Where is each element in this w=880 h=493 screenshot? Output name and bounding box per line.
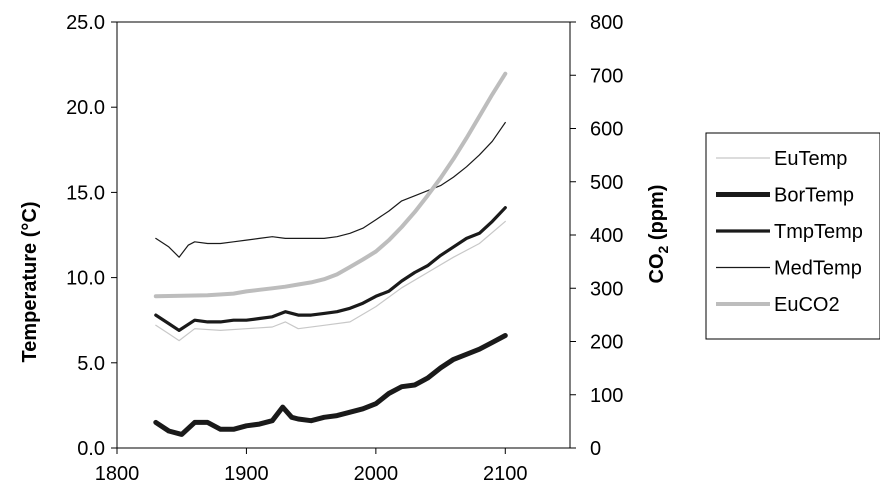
y-axis-title: Temperature (°C) [19, 202, 41, 363]
y-tick-label: 5.0 [77, 353, 105, 375]
y2-tick-label: 600 [590, 119, 623, 141]
y2-tick-label: 100 [590, 385, 623, 407]
x-tick-label: 2100 [483, 463, 528, 485]
legend-label: BorTemp [774, 185, 854, 207]
left-y-axis: 0.0 5.0 10.0 15.0 20.0 25.0 [66, 12, 117, 460]
legend-label: TmpTemp [774, 221, 863, 243]
y2-axis-title: CO2 (ppm) [646, 185, 671, 284]
series-line-euco2 [153, 71, 508, 299]
y2-tick-label: 500 [590, 172, 623, 194]
legend-label: EuCO2 [774, 294, 840, 316]
y-tick-label: 15.0 [66, 182, 105, 204]
y2-axis-title-subscript: 2 [655, 245, 671, 253]
legend-label: EuTemp [774, 148, 847, 170]
y-tick-label: 20.0 [66, 97, 105, 119]
legend-box [705, 132, 880, 340]
y2-tick-label: 0 [590, 438, 601, 460]
y2-axis-title-unit: (ppm) [646, 185, 668, 246]
y2-tick-label: 300 [590, 278, 623, 300]
x-axis: 1800 1900 2000 2100 [95, 448, 528, 485]
legend-label: MedTemp [774, 258, 862, 280]
x-tick-label: 1900 [224, 463, 269, 485]
right-y-axis: 0 100 200 300 400 500 600 700 800 [570, 12, 623, 460]
x-tick-label: 1800 [95, 463, 140, 485]
series-line-medtemp [155, 121, 506, 258]
y2-tick-label: 400 [590, 225, 623, 247]
y2-tick-label: 800 [590, 12, 623, 34]
series-line-eutemp [155, 220, 506, 342]
series-layer [153, 71, 508, 437]
y2-tick-label: 200 [590, 332, 623, 354]
y-tick-label: 25.0 [66, 12, 105, 34]
legend: EuTemp BorTemp TmpTemp MedTemp EuCO2 [705, 132, 880, 340]
y-tick-label: 0.0 [77, 438, 105, 460]
x-tick-label: 2000 [354, 463, 399, 485]
y-tick-label: 10.0 [66, 268, 105, 290]
series-line-bortemp [153, 333, 508, 437]
series-line-tmptemp [154, 206, 507, 332]
y2-tick-label: 700 [590, 65, 623, 87]
y2-axis-title-main: CO [646, 253, 668, 283]
